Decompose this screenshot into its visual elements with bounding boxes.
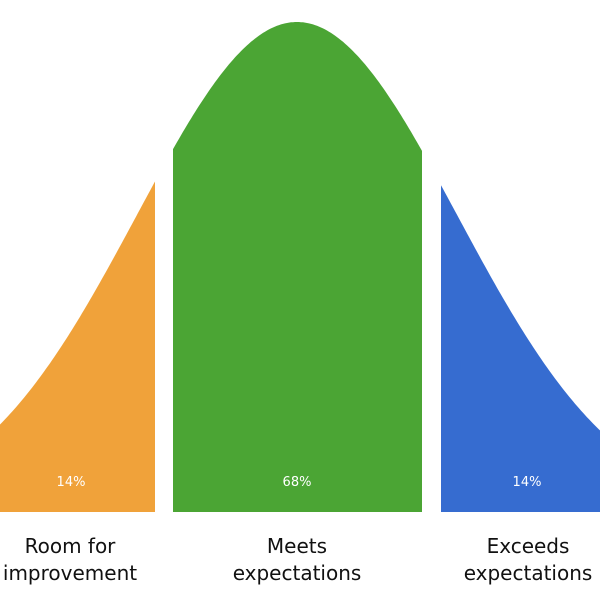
category-label-room-for-improvement: Room for improvement xyxy=(0,533,170,587)
segment-exceeds-expectations xyxy=(441,185,600,512)
percent-label-exceeds-expectations: 14% xyxy=(513,475,542,490)
category-label-line: improvement xyxy=(2,561,138,585)
category-label-line: Meets xyxy=(266,534,328,558)
category-label-line: Exceeds xyxy=(486,534,570,558)
percent-label-room-for-improvement: 14% xyxy=(57,475,86,490)
category-label-line: Room for xyxy=(24,534,116,558)
category-label-line: expectations xyxy=(232,561,362,585)
segment-room-for-improvement xyxy=(0,181,155,512)
segment-meets-expectations xyxy=(173,22,422,512)
category-label-meets-expectations: Meets expectations xyxy=(197,533,397,587)
category-label-exceeds-expectations: Exceeds expectations xyxy=(428,533,600,587)
category-label-line: expectations xyxy=(463,561,593,585)
percent-label-meets-expectations: 68% xyxy=(283,475,312,490)
